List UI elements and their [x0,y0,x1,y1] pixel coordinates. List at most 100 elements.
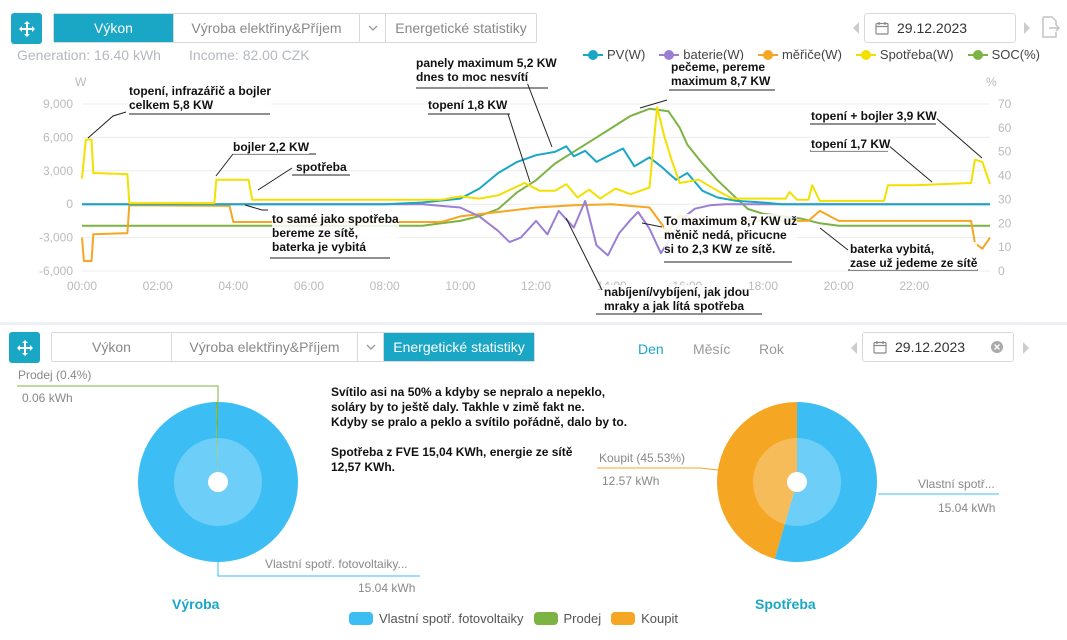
chart-annotation: topení, infrazářič a bojler celkem 5,8 KW [129,84,272,112]
period-month[interactable]: Měsíc [693,341,731,357]
legend-label: PV(W) [607,47,646,62]
y2-tick-label: 30 [998,192,1012,206]
x-tick-label: 06:00 [294,279,324,293]
legend-label: měřiče(W) [781,47,842,62]
tab-dropdown[interactable] [360,14,386,42]
annotation-line: dnes to moc nesvítí [416,70,529,84]
legend-marker [659,49,680,61]
note-line [331,430,627,445]
legend-label: Spotřeba(W) [879,47,954,62]
pie-slice-koupit[interactable] [717,402,797,559]
prev-date-button[interactable] [850,19,862,37]
note-line: 12,57 KWh. [331,460,396,474]
y-tick-label: -3,000 [39,231,73,245]
chart-annotation: To maximum 8,7 KW už měnič nedá, přicucne… [664,214,798,256]
legend-label: baterie(W) [683,47,744,62]
energy-statistics-panel: Výkon Výroba elektřiny&Příjem Energetick… [0,325,1067,640]
date-picker-2[interactable]: 29.12.2023 [862,332,1014,362]
legend-item[interactable]: PV(W) [583,47,645,62]
tab-vyroba-2[interactable]: Výroba elektřiny&Příjem [172,333,358,361]
next-date-button[interactable] [1021,19,1033,37]
power-line-chart: 9,000 6,000 3,000 0 -3,000 -6,000 70 60 50 40 30 20… [39,71,1012,315]
tab-statistiky[interactable]: Energetické statistiky [395,20,527,36]
legend-item[interactable]: Spotřeba(W) [855,47,954,62]
legend-item[interactable]: měřiče(W) [757,47,842,62]
next-date-button-2[interactable] [1020,339,1032,357]
y2-tick-label: 60 [998,121,1012,135]
annotation-leader [215,153,234,177]
pie-title-spotreba: Spotřeba [755,596,816,612]
pie-center-hole [208,472,228,492]
pie-legend-item[interactable]: Koupit [611,611,678,626]
period-day[interactable]: Den [638,341,664,357]
chart-annotation: to samé jako spotřeba bereme ze sítě, bate… [272,212,399,254]
y2-tick-label: 0 [998,264,1005,278]
annotation-line: bojler 2,2 KW [233,140,310,154]
tab-vykon-2[interactable]: Výkon [52,333,172,361]
chart-annotation: topení 1,7 KW [811,137,891,151]
tab-vykon[interactable]: Výkon [54,14,174,42]
prev-date-button-2[interactable] [848,339,860,357]
annotation-line: zase už jedeme ze sítě [850,256,978,270]
date-value: 29.12.2023 [897,20,968,36]
move-icon [16,339,33,356]
annotation-line: nabíjení/vybíjení, jak jdou [604,285,750,299]
y-tick-label: 9,000 [43,97,73,111]
clear-date-icon[interactable] [991,341,1003,353]
legend-swatch [611,612,636,625]
annotation-leader [565,217,603,291]
annotation-line: celkem 5,8 KW [129,98,214,112]
pie-legend-item[interactable]: Prodej [533,611,601,626]
annotation-line: To maximum 8,7 KW už [664,214,798,228]
annotation-leader [244,204,268,211]
annotation-line: panely maximum 5,2 KW [416,56,557,70]
y2-axis-unit: % [986,75,997,89]
bottom-tab-bar: Výkon Výroba elektřiny&Příjem Energetick… [51,332,535,362]
x-tick-label: 10:00 [445,279,475,293]
pie-slice[interactable] [216,402,218,482]
tab-statistiky-2[interactable]: Energetické statistiky [384,333,534,361]
legend-item[interactable]: SOC(%) [967,47,1040,62]
chart-annotation: panely maximum 5,2 KW dnes to moc nesvítí [416,56,557,84]
annotation-leader [87,111,127,139]
annotation-line: spotřeba [296,160,347,174]
chart-annotation: topení + bojler 3,9 KW [811,109,937,123]
calendar-icon [875,22,889,35]
note-line: Kdyby se pralo a peklo a svítilo pořádně… [331,415,628,429]
generation-info: Generation: 16.40 kWh [17,47,161,63]
legend-item[interactable]: baterie(W) [659,47,744,62]
user-note: Svítilo asi na 50% a kdyby se nepralo a … [331,385,627,475]
pie-legend-item[interactable]: Vlastní spotř. fotovoltaiky [349,611,524,626]
y-tick-label: -6,000 [39,264,73,278]
period-year[interactable]: Rok [759,341,784,357]
x-tick-label: 20:00 [824,279,854,293]
pie-center-hole [787,472,807,492]
annotation-line: topení, infrazářič a bojler [129,84,272,98]
x-tick-label: 22:00 [899,279,929,293]
own-value-right: 15.04 kWh [938,501,996,515]
series-line-pvw [82,145,990,206]
y-tick-label: 6,000 [43,130,73,144]
chevron-right-icon [1023,342,1029,354]
drag-handle-button[interactable] [11,13,42,44]
y2-tick-label: 40 [998,169,1012,183]
chart-annotation: nabíjení/vybíjení, jak jdou mraky a jak l… [604,285,750,313]
annotation-leader [819,227,849,251]
drag-handle-button-2[interactable] [9,332,40,363]
export-button[interactable] [1040,16,1061,43]
annotation-leader [935,117,983,159]
date-value-2: 29.12.2023 [895,339,966,355]
date-picker[interactable]: 29.12.2023 [864,13,1016,43]
pie-slice-own[interactable] [774,402,878,562]
pie-label-leader [597,467,719,471]
own-value-left: 15.04 kWh [358,581,416,595]
legend-marker [855,49,876,61]
tab-dropdown-2[interactable] [358,333,384,361]
tab-vyroba[interactable]: Výroba elektřiny&Příjem [174,14,360,42]
chart-annotation: topení 1,8 KW [428,98,508,112]
annotation-line: baterka vybitá, [850,242,935,256]
annotation-leader [639,99,668,109]
legend-label: SOC(%) [991,47,1040,62]
chevron-down-icon [368,25,377,31]
prodej-value: 0.06 kWh [22,391,73,405]
